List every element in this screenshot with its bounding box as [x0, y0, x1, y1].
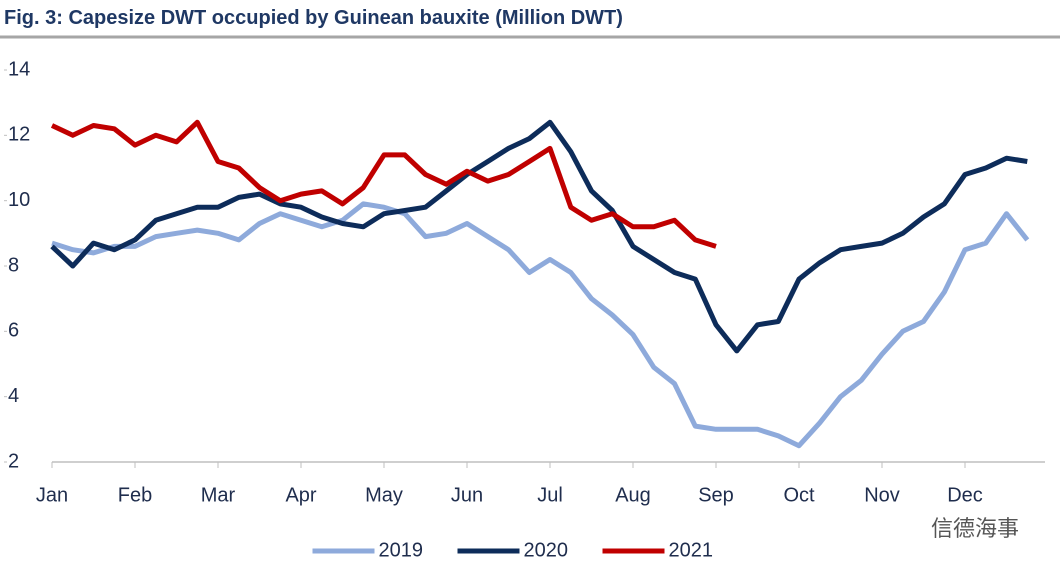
series-line — [50, 119, 717, 249]
x-tick-label: Apr — [285, 484, 316, 506]
legend-label: 2021 — [669, 539, 714, 561]
x-tick-label: Jan — [36, 484, 68, 506]
y-tick-label: 14 — [8, 58, 30, 80]
x-tick-label: May — [365, 484, 403, 506]
x-tick-label: Feb — [118, 484, 152, 506]
series-line — [51, 201, 1030, 449]
legend-label: 2020 — [524, 539, 569, 561]
y-tick-label: 10 — [8, 189, 30, 211]
x-tick-label: Sep — [698, 484, 734, 506]
legend-label: 2019 — [379, 539, 424, 561]
x-tick-label: Oct — [783, 484, 815, 506]
x-tick-label: Mar — [201, 484, 236, 506]
series-line — [50, 119, 1028, 354]
chart-title: Fig. 3: Capesize DWT occupied by Guinean… — [4, 7, 623, 29]
y-tick-label: 4 — [8, 385, 19, 407]
y-tick-label: 2 — [8, 450, 19, 472]
y-tick-label: 8 — [8, 254, 19, 276]
x-tick-label: Nov — [864, 484, 900, 506]
watermark: 信德海事 — [931, 516, 1019, 541]
x-tick-label: Jun — [451, 484, 483, 506]
y-tick-label: 6 — [8, 320, 19, 342]
y-tick-label: 12 — [8, 124, 30, 146]
x-tick-label: Aug — [615, 484, 651, 506]
x-tick-label: Dec — [947, 484, 983, 506]
x-tick-label: Jul — [537, 484, 563, 506]
